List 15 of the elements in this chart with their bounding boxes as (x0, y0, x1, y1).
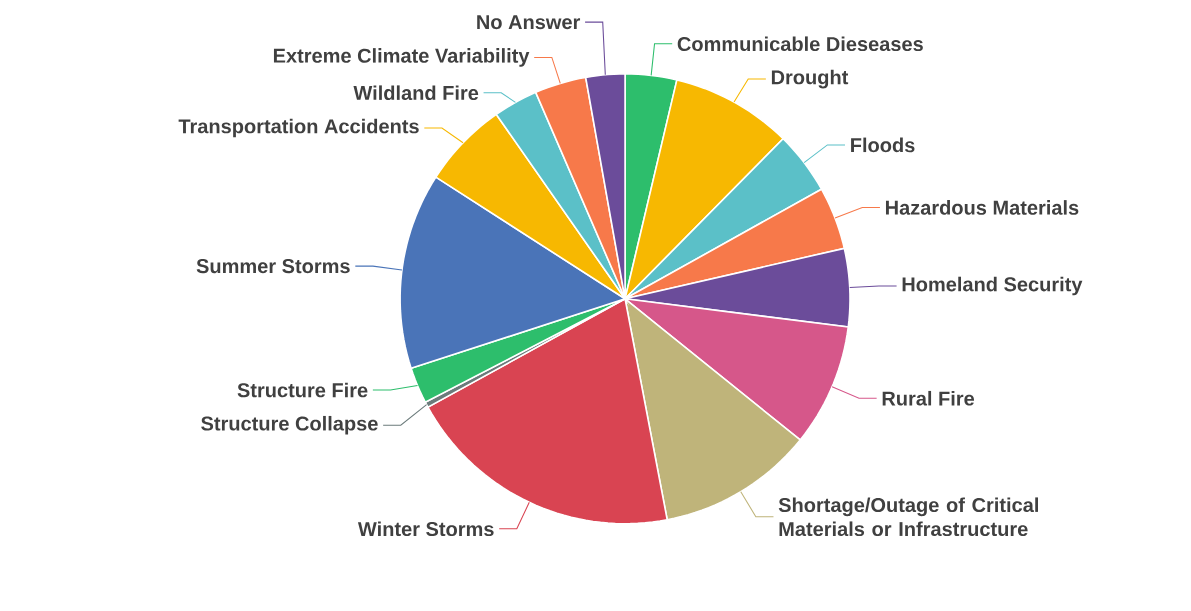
slice-label: Summer Storms (196, 259, 350, 274)
slice-label: Rural Fire (882, 391, 975, 406)
slice-label: Extreme Climate Variability (273, 48, 530, 67)
slice-label: Drought (771, 69, 849, 89)
slice-label: Wildland Fire (353, 85, 479, 101)
slice-label: Shortage/Outage of Critical Materials or Infrastructure (778, 497, 1038, 537)
slice-label: Hazardous Materials (885, 200, 1079, 215)
slice-label: Structure Fire (237, 382, 368, 398)
slice-label: Transportation Accidents (178, 118, 419, 138)
slice-label: Homeland Security (902, 276, 1083, 296)
slice-label: Structure Collapse (201, 416, 378, 435)
slice-label: No Answer (477, 15, 581, 30)
slice-label: Communicable Dieseases (677, 36, 923, 52)
slice-label: Floods (851, 137, 915, 153)
slice-label: Winter Storms (357, 521, 494, 537)
